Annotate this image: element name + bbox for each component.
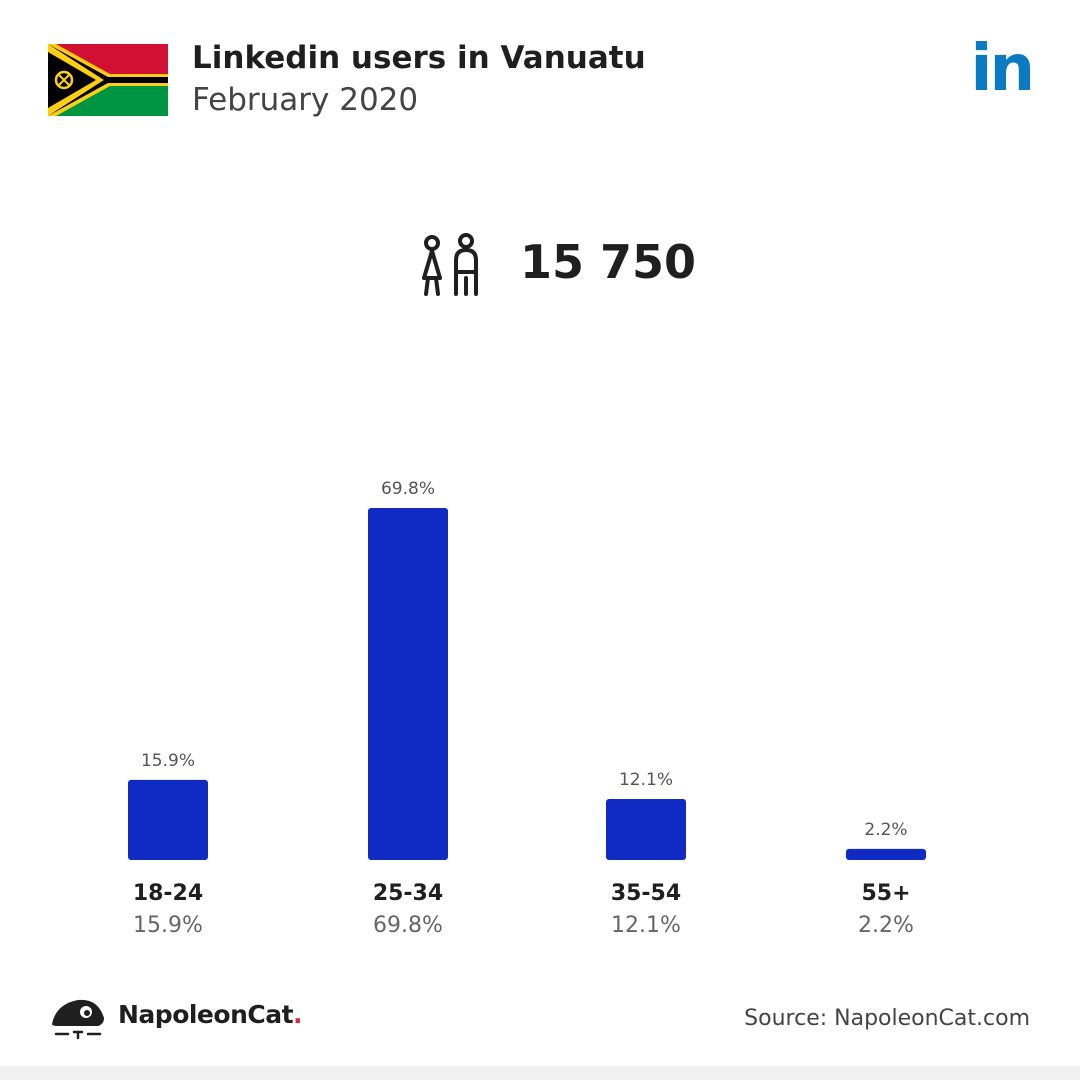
vanuatu-flag-icon [48, 44, 168, 116]
total-users-value: 15 750 [520, 235, 697, 289]
bar-18-24 [128, 779, 208, 860]
brand: NapoleonCat. [48, 990, 308, 1046]
category-label: 35-54 [611, 881, 681, 906]
bar-value-label: 15.9% [141, 751, 195, 771]
category-percent-label: 15.9% [133, 913, 203, 938]
category-label: 55+ [861, 881, 910, 906]
source-text: Source: NapoleonCat.com [744, 1006, 1030, 1031]
bar-value-label: 69.8% [381, 479, 435, 499]
bar-value-label: 2.2% [864, 820, 907, 840]
header: Linkedin users in Vanuatu February 2020 … [48, 32, 1036, 128]
users-icon [422, 233, 478, 296]
category-percent-label: 12.1% [611, 913, 681, 938]
bar-25-34 [368, 508, 448, 860]
age-distribution-chart: 15.9% 18-24 15.9% 69.8% 25-34 69.8% 12.1% 35-54… [128, 479, 926, 938]
bottom-strip [0, 1066, 1080, 1080]
page-subtitle: February 2020 [192, 82, 419, 118]
brand-name: NapoleonCat. [118, 1000, 303, 1029]
title-block: Linkedin users in Vanuatu February 2020 [192, 38, 646, 122]
bar-55+ [846, 848, 926, 860]
category-percent-label: 69.8% [373, 913, 443, 938]
bar-35-54 [606, 798, 686, 860]
category-percent-label: 2.2% [858, 913, 914, 938]
linkedin-icon: in [970, 32, 1036, 106]
category-label: 18-24 [133, 881, 203, 906]
footer: NapoleonCat. Source: NapoleonCat.com [0, 990, 1080, 1050]
napoleoncat-logo-icon [52, 999, 104, 1040]
page-title: Linkedin users in Vanuatu [192, 40, 646, 76]
total-users: 15 750 [0, 226, 1080, 306]
bar-value-label: 12.1% [619, 770, 673, 790]
category-label: 25-34 [373, 881, 443, 906]
